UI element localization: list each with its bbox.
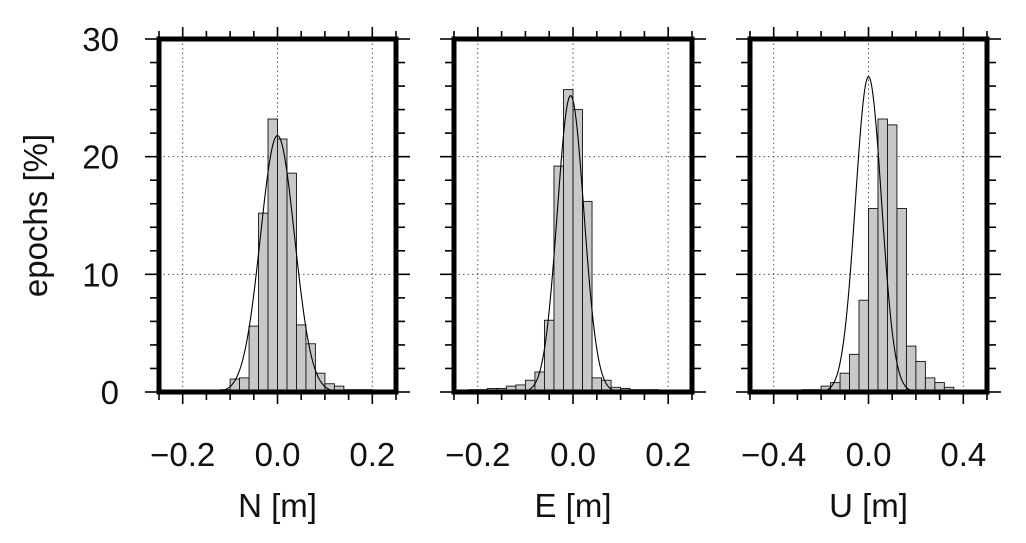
histogram-bar	[849, 353, 860, 393]
histogram-bar	[868, 207, 879, 393]
x-tick-label: −0.4	[741, 436, 806, 473]
x-axis-title: E [m]	[534, 487, 611, 524]
histogram-bar	[905, 345, 917, 393]
histogram-bar	[915, 360, 926, 393]
histogram-bar	[877, 118, 888, 393]
y-tick-label: 20	[82, 139, 119, 176]
x-tick-label: −0.2	[150, 436, 215, 473]
histogram-panel-1: −0.2 0.0 0.2 N [m] 0 10 20 30 epochs [%]	[17, 21, 410, 524]
x-tick-label: −0.2	[445, 436, 510, 473]
y-tick-label: 30	[82, 21, 119, 58]
histogram-bar	[248, 325, 259, 393]
histogram-bar	[839, 372, 850, 393]
x-tick-label: 0.0	[550, 436, 596, 473]
y-tick-label: 0	[101, 374, 119, 411]
y-axis-title: epochs [%]	[17, 134, 54, 297]
histogram-bar	[858, 299, 869, 393]
x-tick-label: 0.2	[349, 436, 395, 473]
x-tick-label: 0.2	[645, 436, 691, 473]
x-tick-label: 0.0	[846, 436, 892, 473]
histogram-bar	[314, 372, 326, 393]
x-axis-title: N [m]	[238, 487, 317, 524]
histogram-bar	[277, 138, 288, 393]
histogram-bar	[572, 109, 583, 393]
y-tick-label: 10	[82, 256, 119, 293]
x-axis-title: U [m]	[829, 487, 908, 524]
histogram-bar	[296, 324, 307, 393]
x-tick-label: 0.4	[940, 436, 986, 473]
histogram-panel-2: −0.2 0.0 0.2 E [m]	[440, 27, 706, 524]
x-tick-label: 0.0	[255, 436, 301, 473]
histogram-bar	[896, 207, 907, 393]
histogram-bar	[563, 89, 574, 393]
histogram-panel-3: −0.4 0.0 0.4 U [m]	[736, 27, 1001, 524]
histogram-bar	[543, 319, 555, 393]
